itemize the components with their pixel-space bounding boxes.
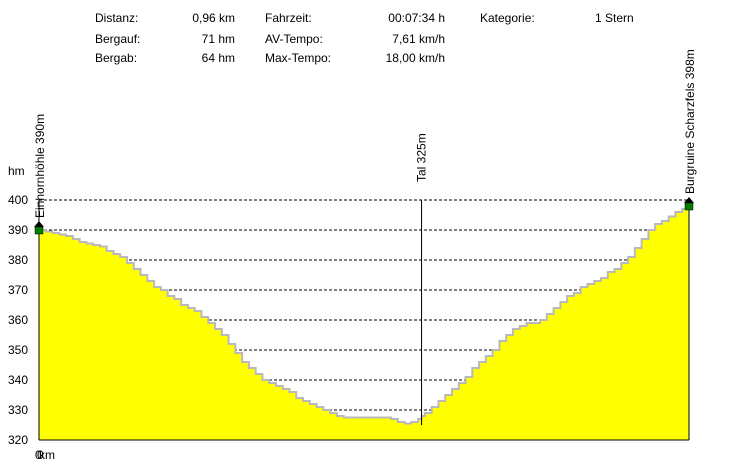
y-tick-label-360: 360: [8, 313, 28, 327]
y-tick-label-350: 350: [8, 343, 28, 357]
waypoint-marker-2: [684, 202, 694, 211]
y-tick-label-320: 320: [8, 433, 28, 447]
trip-stats-panel: Distanz: 0,96 km Bergauf: 71 hm Bergab: …: [0, 0, 735, 70]
waypoint-marker-roof-2: [684, 197, 694, 203]
x-tick-label-start-overlap: 0: [37, 448, 44, 462]
avtempo-label: AV-Tempo:: [265, 32, 323, 46]
waypoint-label-1: Tal 325m: [415, 133, 429, 182]
bergauf-value: 71 hm: [201, 32, 235, 46]
waypoint-label-2: Burgruine Scharzfels 398m: [683, 49, 697, 194]
waypoint-label-0: Einhornhöhle 390m: [33, 114, 47, 218]
bergab-value: 64 hm: [201, 51, 235, 65]
y-tick-label-390: 390: [8, 223, 28, 237]
fahrzeit-label: Fahrzeit:: [265, 11, 312, 25]
waypoint-marker-0: [34, 226, 44, 235]
elevation-profile-line: [39, 206, 690, 425]
y-tick-labels: 320 330 340 350 360 370 380 390 400: [8, 193, 28, 447]
avtempo-value: 7,61 km/h: [392, 32, 445, 46]
fahrzeit-value: 00:07:34 h: [388, 11, 445, 25]
bergauf-label: Bergauf:: [95, 32, 141, 46]
waypoint-marker-roof-0: [34, 221, 44, 227]
y-tick-label-330: 330: [8, 403, 28, 417]
x-tick-label-start: 0: [35, 448, 42, 462]
waypoint-markers: Einhornhöhle 390m Tal 325m Burgruine Schar…: [33, 49, 697, 425]
elevation-area: [39, 206, 689, 440]
kategorie-label: Kategorie:: [480, 11, 535, 25]
y-tick-label-370: 370: [8, 283, 28, 297]
x-axis-label: km: [39, 448, 55, 462]
distanz-value: 0,96 km: [192, 11, 235, 25]
y-tick-label-340: 340: [8, 373, 28, 387]
y-axis-label: hm: [8, 164, 25, 178]
maxtempo-value: 18,00 km/h: [385, 51, 445, 65]
kategorie-value: 1 Stern: [595, 11, 634, 25]
axes: [38, 200, 690, 441]
y-tick-label-380: 380: [8, 253, 28, 267]
maxtempo-label: Max-Tempo:: [265, 51, 332, 65]
bergab-label: Bergab:: [95, 51, 138, 65]
distanz-label: Distanz:: [95, 11, 139, 25]
y-tick-label-400: 400: [8, 193, 28, 207]
